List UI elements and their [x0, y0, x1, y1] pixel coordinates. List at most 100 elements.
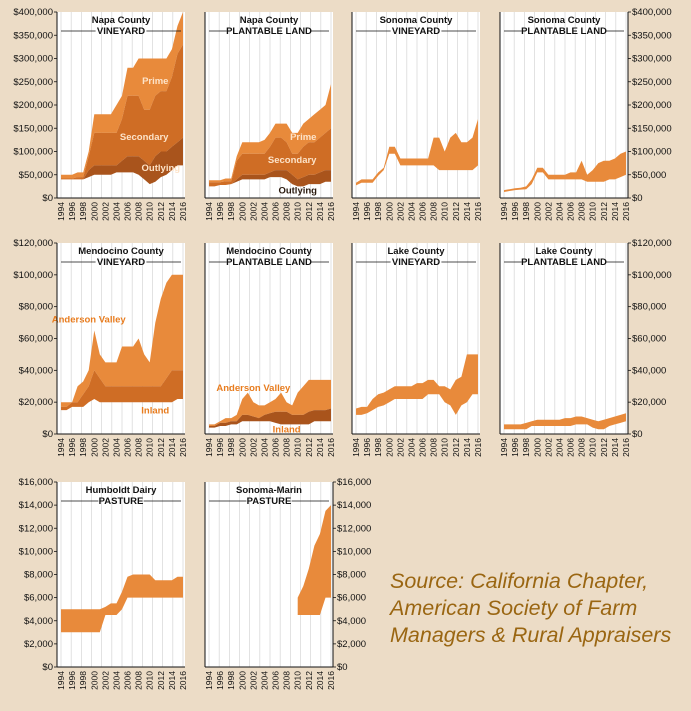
y-tick-label: $200,000: [632, 100, 672, 111]
x-tick-label: 1998: [78, 202, 88, 221]
x-tick-label: 2008: [134, 438, 144, 457]
band-label: Outlying: [142, 163, 181, 174]
x-tick-label: 1998: [521, 438, 531, 457]
x-tick-label: 2002: [248, 671, 258, 690]
x-tick-label: 2002: [100, 438, 110, 457]
x-tick-label: 2006: [123, 202, 133, 221]
y-tick-label: $40,000: [632, 365, 666, 376]
x-tick-label: 2006: [271, 671, 281, 690]
y-tick-label: $20,000: [632, 397, 666, 408]
x-tick-label: 1996: [67, 438, 77, 457]
x-tick-label: 2002: [543, 438, 553, 457]
y-tick-label: $60,000: [19, 334, 53, 345]
x-tick-label: 2014: [315, 671, 325, 690]
x-tick-label: 1996: [362, 438, 372, 457]
x-tick-label: 2008: [577, 202, 587, 221]
humboldt-pasture-series-0-area: [61, 574, 183, 633]
panel-background: [57, 482, 185, 667]
x-tick-label: 2006: [123, 438, 133, 457]
band-label: Prime: [142, 76, 168, 87]
x-tick-label: 2004: [259, 202, 269, 221]
x-tick-label: 2016: [326, 671, 336, 690]
x-tick-label: 2014: [315, 202, 325, 221]
y-tick-label: $100,000: [632, 147, 672, 158]
x-tick-label: 1996: [362, 202, 372, 221]
band-label: Secondary: [268, 155, 317, 166]
y-tick-label: $14,000: [337, 500, 371, 511]
y-tick-label: $100,000: [632, 270, 672, 281]
sonoma-vineyard-series-0-area: [356, 119, 478, 186]
x-tick-label: 2014: [462, 202, 472, 221]
x-tick-label: 1994: [204, 202, 214, 221]
y-tick-label: $16,000: [337, 477, 371, 488]
y-tick-label: $0: [632, 193, 643, 204]
napa-plantable-series-prime-area: [209, 84, 331, 183]
x-tick-label: 2010: [440, 202, 450, 221]
x-tick-label: 2006: [123, 671, 133, 690]
x-tick-label: 1994: [499, 202, 509, 221]
x-tick-label: 2010: [293, 202, 303, 221]
napa-vineyard-series-secondary-area: [61, 44, 183, 180]
x-tick-label: 2014: [167, 438, 177, 457]
x-tick-label: 1994: [204, 438, 214, 457]
x-tick-label: 2004: [406, 438, 416, 457]
x-tick-label: 2000: [237, 438, 247, 457]
chart-title: Lake County: [387, 246, 445, 257]
x-tick-label: 2014: [167, 671, 177, 690]
x-tick-label: 1994: [56, 202, 66, 221]
x-tick-label: 2016: [178, 671, 188, 690]
x-tick-label: 2016: [621, 202, 631, 221]
y-tick-label: $10,000: [337, 546, 371, 557]
x-tick-label: 1996: [510, 438, 520, 457]
x-tick-label: 2016: [178, 438, 188, 457]
x-tick-label: 2004: [406, 202, 416, 221]
chart-title: Mendocino County: [226, 246, 312, 257]
x-tick-label: 1996: [215, 671, 225, 690]
chart-title: Mendocino County: [78, 246, 164, 257]
x-tick-label: 2002: [100, 202, 110, 221]
y-tick-label: $10,000: [19, 546, 53, 557]
mendocino-vineyard-series-inland-area: [61, 370, 183, 411]
x-tick-label: 1994: [204, 671, 214, 690]
x-tick-label: 2000: [532, 438, 542, 457]
x-tick-label: 2010: [293, 671, 303, 690]
chart-subtitle: PLANTABLE LAND: [226, 257, 312, 268]
x-tick-label: 1994: [56, 671, 66, 690]
x-tick-label: 2006: [418, 438, 428, 457]
y-tick-label: $6,000: [337, 593, 366, 604]
x-tick-label: 2012: [599, 438, 609, 457]
chart-subtitle: PLANTABLE LAND: [521, 257, 607, 268]
band-label: Secondary: [120, 132, 169, 143]
mendocino-plantable-series-anderson-valley-area: [209, 379, 331, 426]
x-tick-label: 2004: [259, 438, 269, 457]
x-tick-label: 1998: [78, 671, 88, 690]
x-tick-label: 2016: [326, 202, 336, 221]
chart-subtitle: PLANTABLE LAND: [521, 26, 607, 37]
chart-subtitle: PASTURE: [247, 496, 292, 507]
x-tick-label: 2008: [429, 438, 439, 457]
band-label: Inland: [273, 424, 301, 435]
x-tick-label: 2000: [89, 671, 99, 690]
x-tick-label: 2002: [395, 202, 405, 221]
napa-vineyard-series-outlying-area: [61, 137, 183, 185]
x-tick-label: 1998: [521, 202, 531, 221]
y-tick-label: $8,000: [24, 570, 53, 581]
x-tick-label: 2002: [248, 438, 258, 457]
x-tick-label: 2012: [451, 202, 461, 221]
x-tick-label: 2000: [89, 202, 99, 221]
x-tick-label: 2012: [156, 202, 166, 221]
x-tick-label: 2014: [462, 438, 472, 457]
x-tick-label: 1998: [78, 438, 88, 457]
chart-title: Humboldt Dairy: [86, 485, 157, 496]
x-tick-label: 2012: [156, 671, 166, 690]
panel-background: [500, 243, 628, 434]
chart-subtitle: VINEYARD: [392, 257, 440, 268]
x-tick-label: 2010: [588, 202, 598, 221]
y-tick-label: $120,000: [632, 238, 672, 249]
x-tick-label: 2004: [111, 202, 121, 221]
chart-subtitle: VINEYARD: [97, 26, 145, 37]
x-tick-label: 2012: [156, 438, 166, 457]
x-tick-label: 1998: [226, 202, 236, 221]
